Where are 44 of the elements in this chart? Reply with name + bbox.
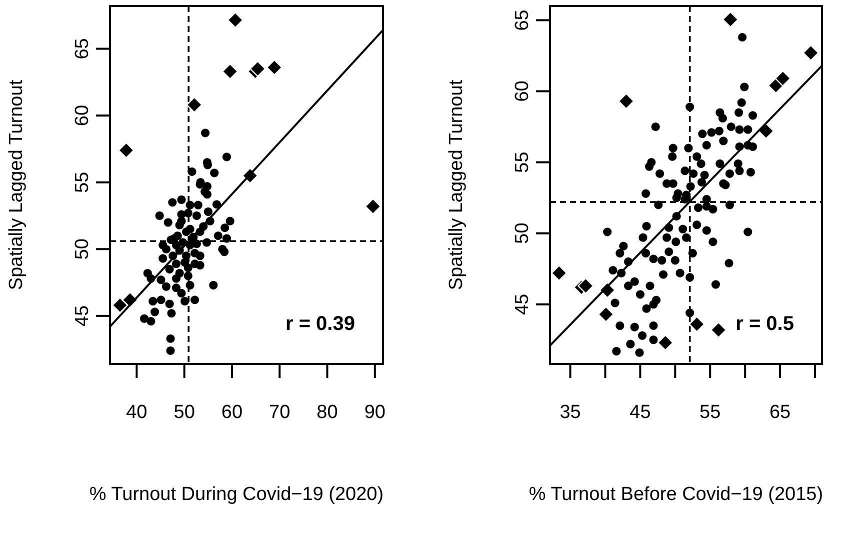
x-tick-label: 45 [630,402,651,423]
point [578,278,594,294]
point [657,334,674,351]
point [802,44,819,61]
x-tick-label: 90 [364,402,386,423]
y-axis-title: Spatially Lagged Turnout [446,79,467,290]
x-tick-label: 55 [700,402,721,423]
annotation: r = 0.39 [285,313,355,335]
point [722,11,738,28]
x-tick-label: 80 [316,402,338,423]
y-tick-label: 55 [512,152,533,173]
x-tick-label: 65 [769,402,791,423]
y-tick-label: 45 [512,294,533,315]
point [222,63,238,80]
x-tick-label: 35 [560,402,581,423]
y-tick-label: 50 [512,222,533,244]
x-tick-label: 60 [221,402,243,423]
point [250,60,266,77]
x-tick-label: 50 [174,402,195,423]
point [688,316,705,332]
y-tick-label: 65 [512,10,533,31]
point [118,142,134,158]
y-tick-label: 60 [512,80,533,102]
x-axis-title: % Turnout During Covid−19 (2020) [89,484,384,505]
y-tick-label: 60 [72,104,93,126]
point [186,96,202,113]
y-tick-label: 65 [72,38,93,60]
y-tick-label: 45 [72,305,93,326]
point [112,297,128,314]
point [364,198,382,214]
annotation: r = 0.5 [736,313,794,335]
point [598,306,614,322]
point [774,70,791,87]
point [227,12,244,28]
point [550,264,568,282]
y-tick-label: 50 [72,238,93,260]
y-axis-title: Spatially Lagged Turnout [6,79,27,290]
point [618,93,634,110]
point [710,322,727,338]
point [266,59,282,76]
x-tick-label: 40 [126,402,148,423]
y-tick-label: 55 [72,172,93,193]
x-tick-label: 70 [269,402,290,423]
x-axis-title: % Turnout Before Covid−19 (2015) [528,484,824,505]
